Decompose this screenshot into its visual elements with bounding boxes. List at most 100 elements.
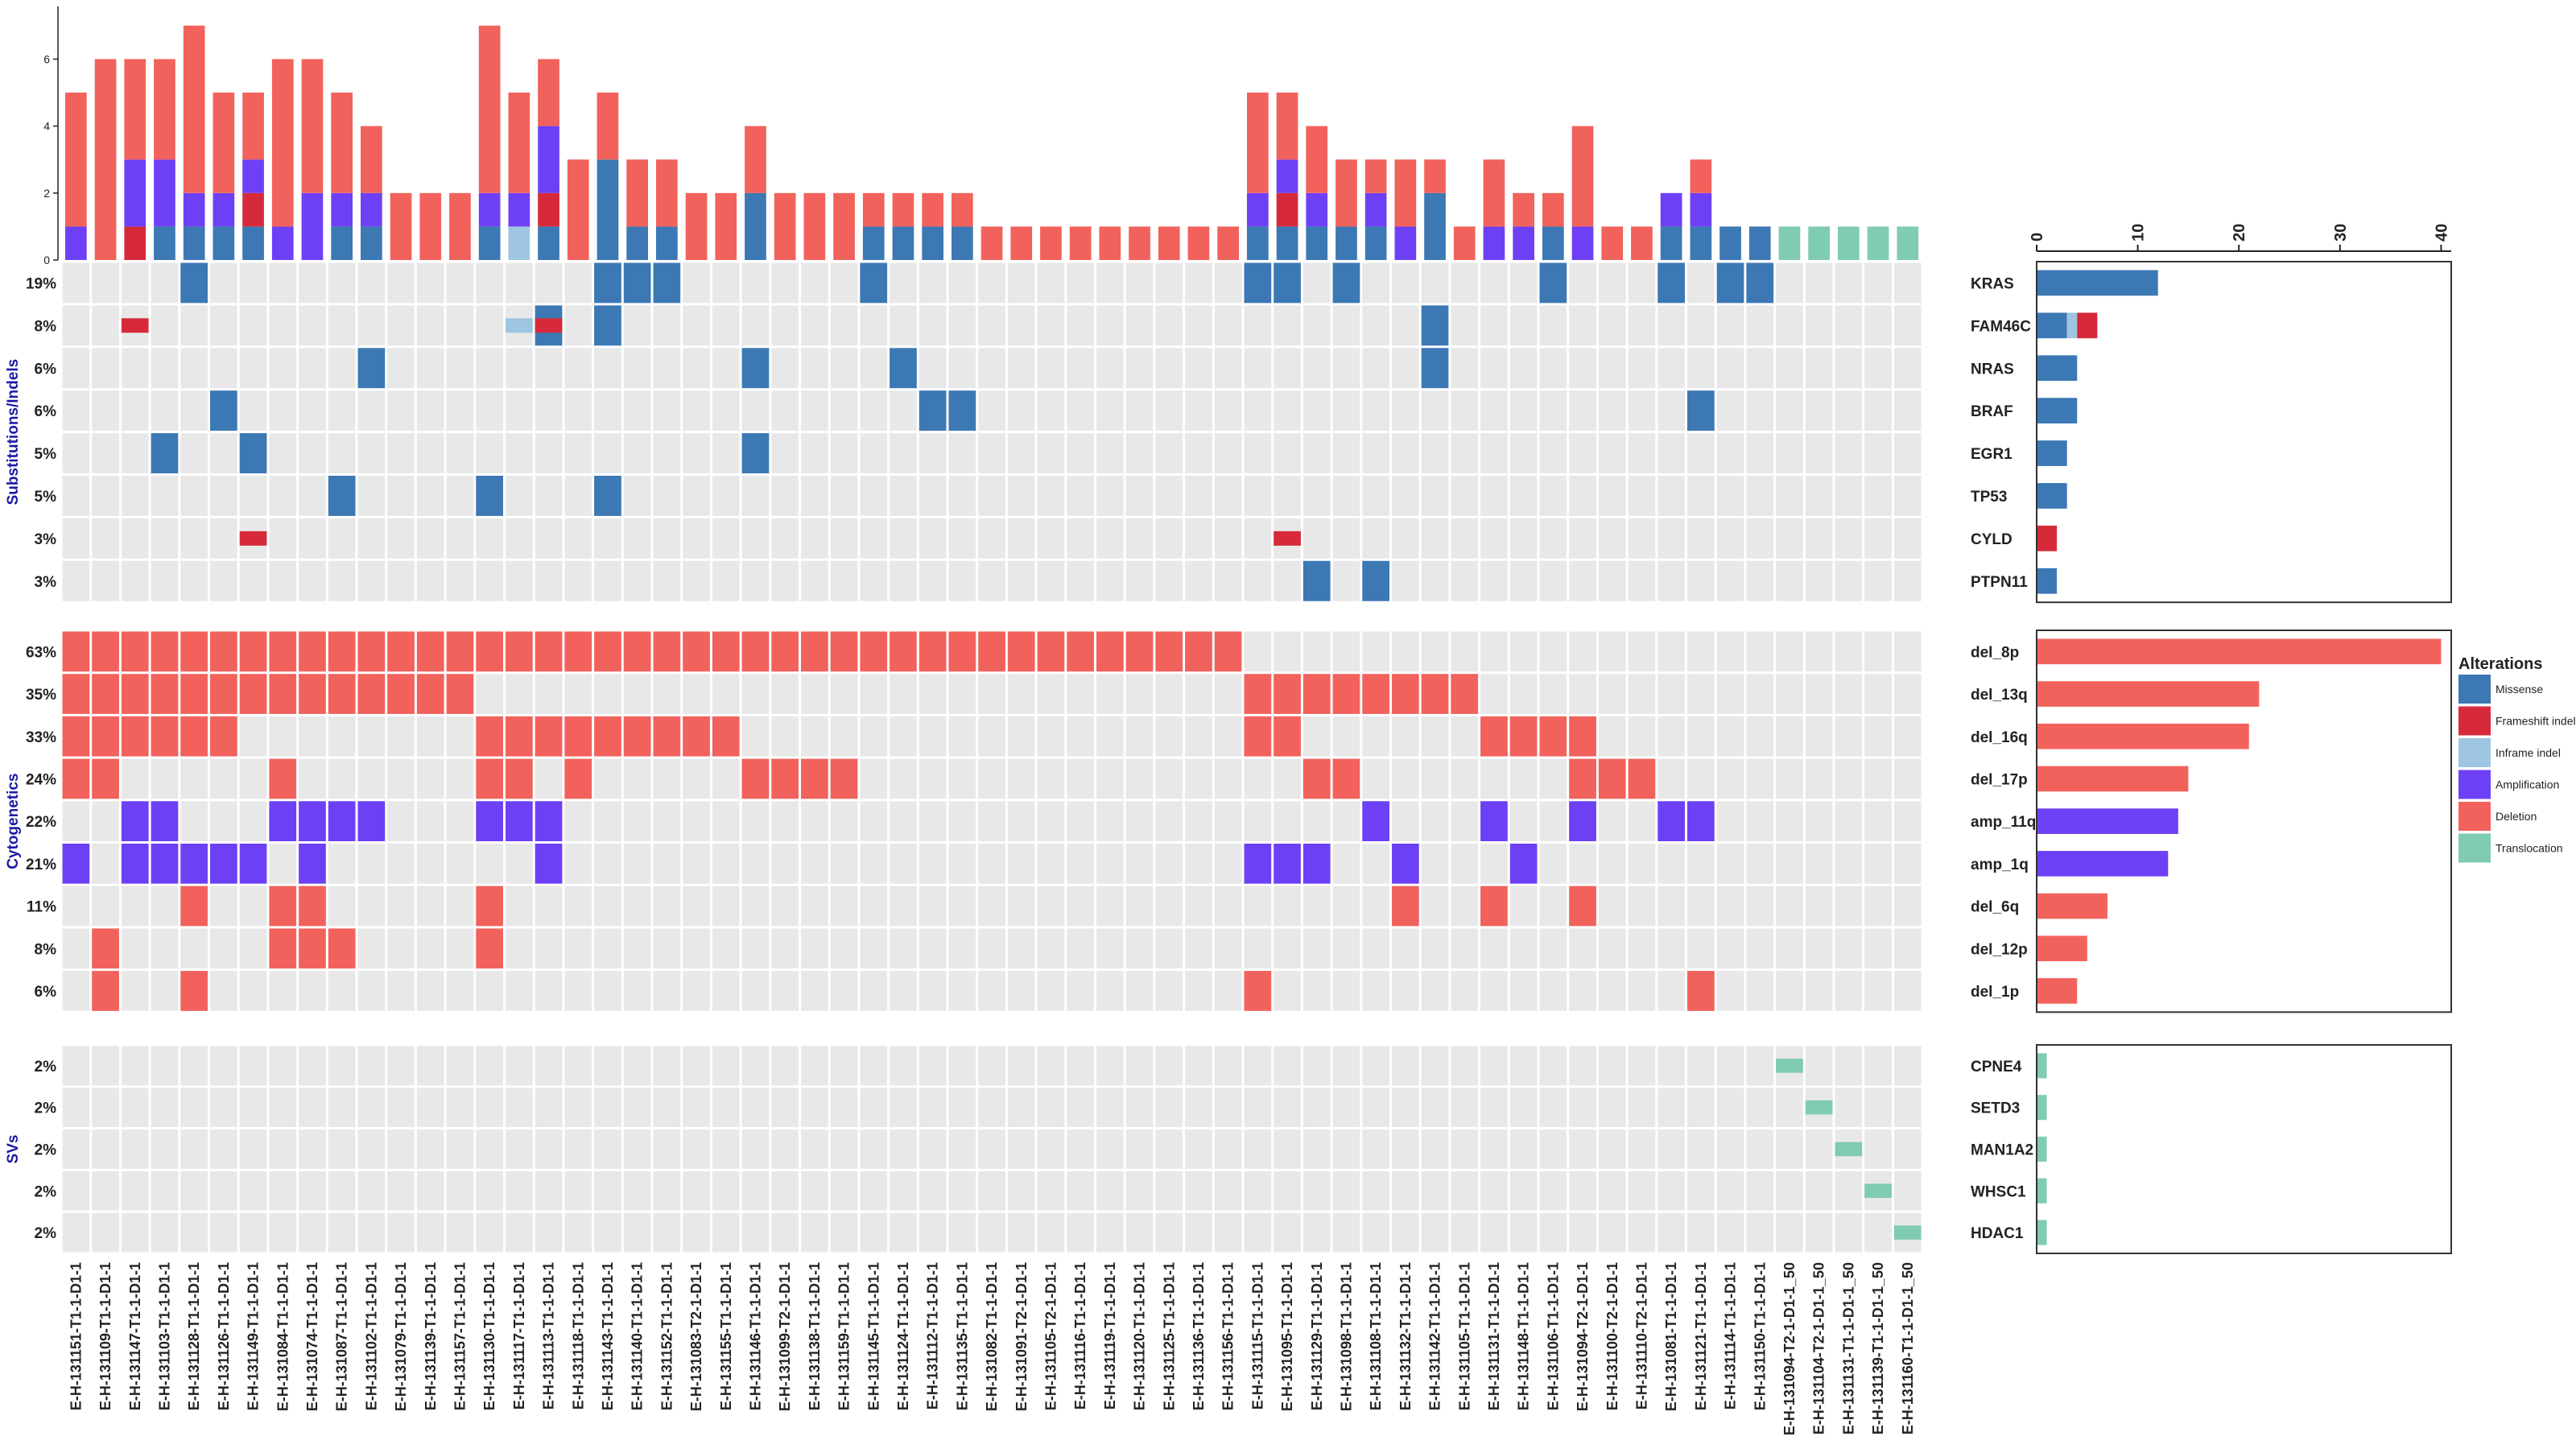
grid-cell	[1244, 1088, 1272, 1128]
grid-cell	[92, 1129, 119, 1169]
grid-cell	[1805, 1046, 1833, 1086]
grid-cell	[1539, 476, 1567, 516]
grid-cell	[1451, 801, 1479, 841]
grid-cell	[830, 1129, 858, 1169]
grid-cell	[328, 758, 356, 799]
top-bar-deletion	[65, 93, 87, 227]
grid-cell	[535, 390, 563, 431]
grid-cell	[1628, 1212, 1656, 1253]
grid-cell	[1096, 844, 1124, 884]
grid-cell	[62, 971, 90, 1011]
grid-cell	[1096, 1129, 1124, 1169]
top-bar-frameshift-indel	[1276, 192, 1298, 227]
alteration-deletion	[1302, 758, 1331, 799]
sample-label: E-H-131106-T1-1-D1-1	[1545, 1262, 1561, 1410]
grid-cell	[1746, 518, 1774, 559]
grid-cell	[1805, 928, 1833, 969]
grid-cell	[535, 971, 563, 1011]
top-bar-amplification	[1660, 192, 1682, 227]
grid-cell	[653, 1129, 681, 1169]
grid-cell	[1302, 1046, 1331, 1086]
grid-cell	[1421, 971, 1449, 1011]
row-percent: 19%	[26, 275, 56, 292]
grid-cell	[653, 433, 681, 473]
alteration-deletion	[653, 716, 681, 757]
grid-cell	[1067, 758, 1094, 799]
grid-cell	[860, 305, 888, 346]
grid-cell	[1805, 1212, 1833, 1253]
grid-cell	[623, 1046, 651, 1086]
grid-cell	[1155, 758, 1183, 799]
alteration-amplification	[506, 801, 533, 841]
top-bar-amplification	[124, 159, 147, 227]
grid-cell	[1332, 433, 1360, 473]
alteration-deletion	[948, 631, 976, 672]
grid-cell	[1598, 560, 1626, 601]
grid-cell	[506, 1088, 533, 1128]
grid-cell	[1155, 433, 1183, 473]
grid-cell	[623, 674, 651, 714]
grid-cell	[801, 262, 828, 303]
sample-label: E-H-131148-T1-1-D1-1	[1516, 1262, 1532, 1410]
grid-cell	[683, 433, 710, 473]
grid-cell	[1244, 801, 1272, 841]
grid-cell	[1569, 348, 1596, 389]
grid-cell	[92, 560, 119, 601]
grid-cell	[1539, 928, 1567, 969]
sample-label: E-H-131105-T1-1-D1-1	[1456, 1262, 1472, 1410]
grid-cell	[860, 928, 888, 969]
sample-label: E-H-131100-T2-1-D1-1	[1604, 1262, 1620, 1410]
grid-cell	[269, 560, 297, 601]
grid-cell	[506, 886, 533, 927]
alteration-deletion	[180, 716, 208, 757]
grid-cell	[180, 1170, 208, 1211]
grid-cell	[860, 1212, 888, 1253]
grid-cell	[919, 1046, 947, 1086]
sample-label: E-H-131139-T1-1-D1-1	[423, 1262, 439, 1410]
grid-cell	[1392, 560, 1419, 601]
grid-cell	[1185, 1046, 1212, 1086]
top-bar-deletion	[1010, 226, 1033, 260]
grid-cell	[1332, 348, 1360, 389]
grid-cell	[771, 928, 799, 969]
grid-cell	[1598, 262, 1626, 303]
alteration-missense	[239, 433, 267, 473]
side-axis-tick-label: 20	[2231, 224, 2248, 242]
grid-cell	[357, 433, 386, 473]
grid-cell	[1480, 1212, 1508, 1253]
grid-cell	[1185, 476, 1212, 516]
alteration-deletion	[299, 674, 326, 714]
sample-label: E-H-131081-T1-1-D1-1	[1663, 1262, 1679, 1411]
grid-cell	[506, 1212, 533, 1253]
grid-cell	[62, 348, 90, 389]
grid-cell	[1509, 348, 1538, 389]
grid-cell	[506, 1046, 533, 1086]
grid-cell	[1569, 518, 1596, 559]
row-percent: 33%	[26, 729, 56, 746]
top-bar-missense	[745, 192, 766, 260]
alteration-deletion	[1244, 971, 1272, 1011]
alteration-deletion	[269, 758, 297, 799]
grid-cell	[1214, 433, 1242, 473]
grid-cell	[1776, 348, 1803, 389]
alteration-deletion	[860, 631, 888, 672]
alteration-translocation	[1776, 1059, 1803, 1073]
grid-cell	[1332, 476, 1360, 516]
grid-cell	[210, 1088, 237, 1128]
grid-cell	[830, 928, 858, 969]
grid-cell	[1096, 390, 1124, 431]
grid-cell	[446, 886, 474, 927]
row-percent: 35%	[26, 687, 56, 704]
grid-cell	[1598, 518, 1626, 559]
alteration-amplification	[1569, 801, 1596, 841]
alteration-deletion	[771, 758, 799, 799]
grid-cell	[121, 886, 149, 927]
grid-cell	[653, 1170, 681, 1211]
grid-cell	[1244, 433, 1272, 473]
grid-cell	[299, 305, 326, 346]
alteration-missense	[890, 348, 917, 389]
grid-cell	[1185, 1212, 1212, 1253]
grid-cell	[771, 1046, 799, 1086]
grid-cell	[1067, 1046, 1094, 1086]
top-axis-tick-label: 4	[43, 120, 50, 133]
